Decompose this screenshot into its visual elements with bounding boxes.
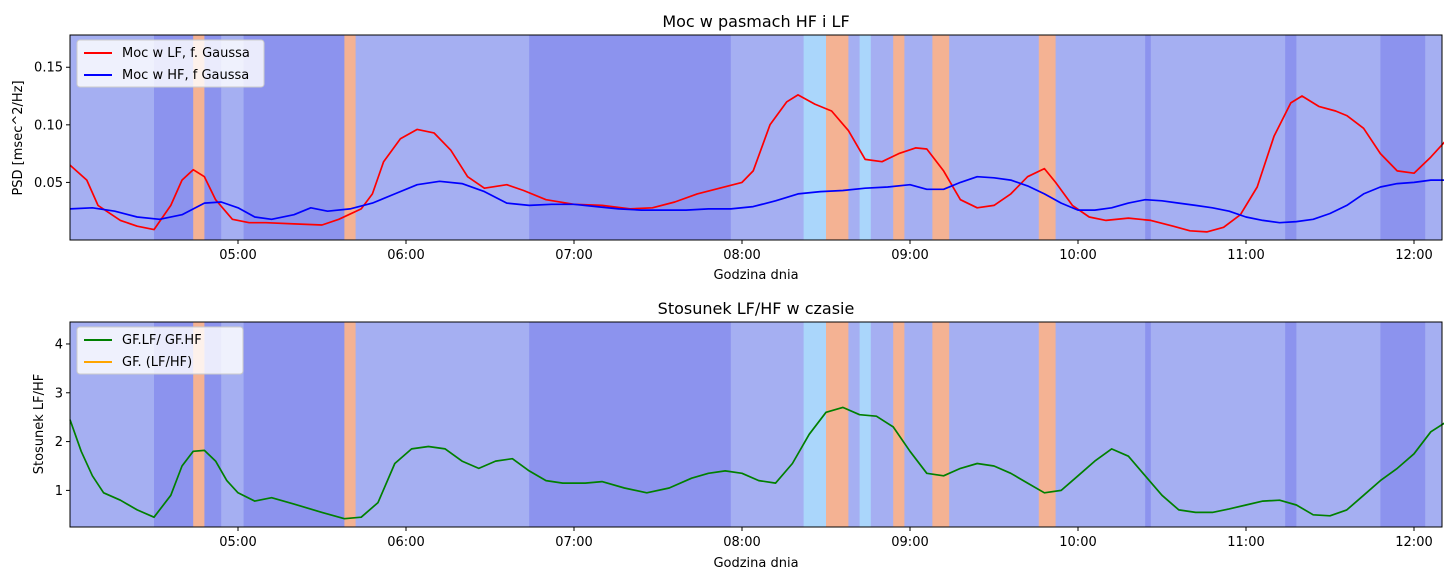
panel-lf-hf-power: Moc w pasmach HF i LF 0.05 0.10 0.15 05:00… bbox=[11, 12, 1444, 283]
panel-2-y-ticks: 1 2 3 4 bbox=[55, 337, 70, 499]
y-tick-label: 1 bbox=[55, 484, 63, 499]
background-band-22 bbox=[1150, 35, 1286, 240]
background-band-24 bbox=[1296, 35, 1381, 240]
panel-2-background-bands bbox=[70, 322, 1443, 527]
x-tick-label: 06:00 bbox=[387, 535, 424, 550]
panel-1-series bbox=[69, 94, 1444, 233]
background-band-12 bbox=[848, 35, 860, 240]
background-band-16 bbox=[904, 322, 933, 527]
x-tick-label: 07:00 bbox=[555, 535, 592, 550]
background-band-19 bbox=[1038, 322, 1056, 527]
panel-2-series bbox=[69, 406, 1444, 520]
y-tick-label: 2 bbox=[55, 435, 63, 450]
background-band-6 bbox=[344, 322, 356, 527]
x-tick-label: 05:00 bbox=[219, 535, 256, 550]
x-tick-label: 08:00 bbox=[723, 248, 760, 263]
background-band-10 bbox=[803, 35, 827, 240]
background-band-25 bbox=[1380, 322, 1426, 527]
background-band-13 bbox=[859, 35, 872, 240]
series-line-lf bbox=[69, 94, 1444, 233]
background-band-20 bbox=[1055, 322, 1146, 527]
series-line-ratio bbox=[69, 406, 1444, 520]
background-band-14 bbox=[870, 35, 894, 240]
x-tick-label: 11:00 bbox=[1227, 535, 1264, 550]
y-tick-label: 0.10 bbox=[34, 118, 63, 133]
panel-2-xlabel: Godzina dnia bbox=[713, 556, 798, 571]
panel-1-title: Moc w pasmach HF i LF bbox=[662, 12, 849, 31]
panel-2-x-ticks: 05:00 06:00 07:00 08:00 09:00 10:00 11:00 12:00 bbox=[219, 527, 1433, 550]
legend-label-ratio-gf: GF. (LF/HF) bbox=[122, 355, 192, 370]
panel-1-legend: Moc w LF, f. Gaussa Moc w HF, f Gaussa bbox=[76, 39, 265, 88]
background-band-2 bbox=[193, 35, 205, 240]
background-band-22 bbox=[1150, 322, 1286, 527]
background-band-11 bbox=[826, 35, 849, 240]
panel-2-frame bbox=[69, 321, 1443, 528]
y-tick-label: 0.15 bbox=[34, 61, 63, 76]
background-band-21 bbox=[1145, 35, 1152, 240]
panel-1-background-bands bbox=[70, 35, 1443, 240]
background-band-26 bbox=[1425, 35, 1443, 240]
background-band-23 bbox=[1285, 35, 1297, 240]
y-tick-label: 3 bbox=[55, 386, 63, 401]
panel-2-legend-box bbox=[76, 326, 244, 375]
x-tick-label: 09:00 bbox=[891, 248, 928, 263]
x-tick-label: 07:00 bbox=[555, 248, 592, 263]
background-band-13 bbox=[859, 322, 872, 527]
panel-1-frame bbox=[69, 34, 1443, 241]
x-tick-label: 05:00 bbox=[219, 248, 256, 263]
background-band-16 bbox=[904, 35, 933, 240]
y-tick-label: 4 bbox=[55, 337, 63, 352]
panel-2-title: Stosunek LF/HF w czasie bbox=[658, 299, 855, 318]
background-band-9 bbox=[730, 35, 804, 240]
background-band-2 bbox=[193, 322, 205, 527]
background-band-21 bbox=[1145, 322, 1152, 527]
background-band-5 bbox=[243, 322, 345, 527]
background-band-18 bbox=[949, 322, 1040, 527]
background-band-19 bbox=[1038, 35, 1056, 240]
y-tick-label: 0.05 bbox=[34, 176, 63, 191]
background-band-11 bbox=[826, 322, 849, 527]
panel-1-ylabel: PSD [msec^2/Hz] bbox=[11, 80, 26, 195]
background-band-9 bbox=[730, 322, 804, 527]
x-tick-label: 10:00 bbox=[1059, 535, 1096, 550]
x-tick-label: 12:00 bbox=[1395, 535, 1432, 550]
panel-1-legend-box bbox=[76, 39, 265, 88]
background-band-26 bbox=[1425, 322, 1443, 527]
panel-1-x-ticks: 05:00 06:00 07:00 08:00 09:00 10:00 11:00 12:00 bbox=[219, 240, 1433, 263]
series-line-hf bbox=[69, 175, 1444, 224]
x-tick-label: 10:00 bbox=[1059, 248, 1096, 263]
x-tick-label: 08:00 bbox=[723, 535, 760, 550]
x-tick-label: 09:00 bbox=[891, 535, 928, 550]
background-band-8 bbox=[529, 322, 732, 527]
panel-2-ylabel: Stosunek LF/HF bbox=[32, 374, 47, 475]
background-band-7 bbox=[355, 35, 530, 240]
background-band-15 bbox=[893, 35, 905, 240]
background-band-25 bbox=[1380, 35, 1426, 240]
legend-label-hf: Moc w HF, f Gaussa bbox=[122, 68, 249, 83]
background-band-8 bbox=[529, 35, 732, 240]
background-band-24 bbox=[1296, 322, 1381, 527]
background-band-23 bbox=[1285, 322, 1297, 527]
x-tick-label: 12:00 bbox=[1395, 248, 1432, 263]
x-tick-label: 11:00 bbox=[1227, 248, 1264, 263]
background-band-17 bbox=[932, 322, 950, 527]
background-band-17 bbox=[932, 35, 950, 240]
x-tick-label: 06:00 bbox=[387, 248, 424, 263]
background-band-10 bbox=[803, 322, 827, 527]
background-band-20 bbox=[1055, 35, 1146, 240]
panel-1-xlabel: Godzina dnia bbox=[713, 268, 798, 283]
legend-label-lf: Moc w LF, f. Gaussa bbox=[122, 46, 250, 61]
background-band-6 bbox=[344, 35, 356, 240]
background-band-15 bbox=[893, 322, 905, 527]
panel-1-y-ticks: 0.05 0.10 0.15 bbox=[34, 61, 70, 191]
background-band-7 bbox=[355, 322, 530, 527]
panel-2-legend: GF.LF/ GF.HF GF. (LF/HF) bbox=[76, 326, 244, 375]
background-band-18 bbox=[949, 35, 1040, 240]
background-band-12 bbox=[848, 322, 860, 527]
legend-label-ratio: GF.LF/ GF.HF bbox=[122, 333, 202, 348]
background-band-14 bbox=[870, 322, 894, 527]
